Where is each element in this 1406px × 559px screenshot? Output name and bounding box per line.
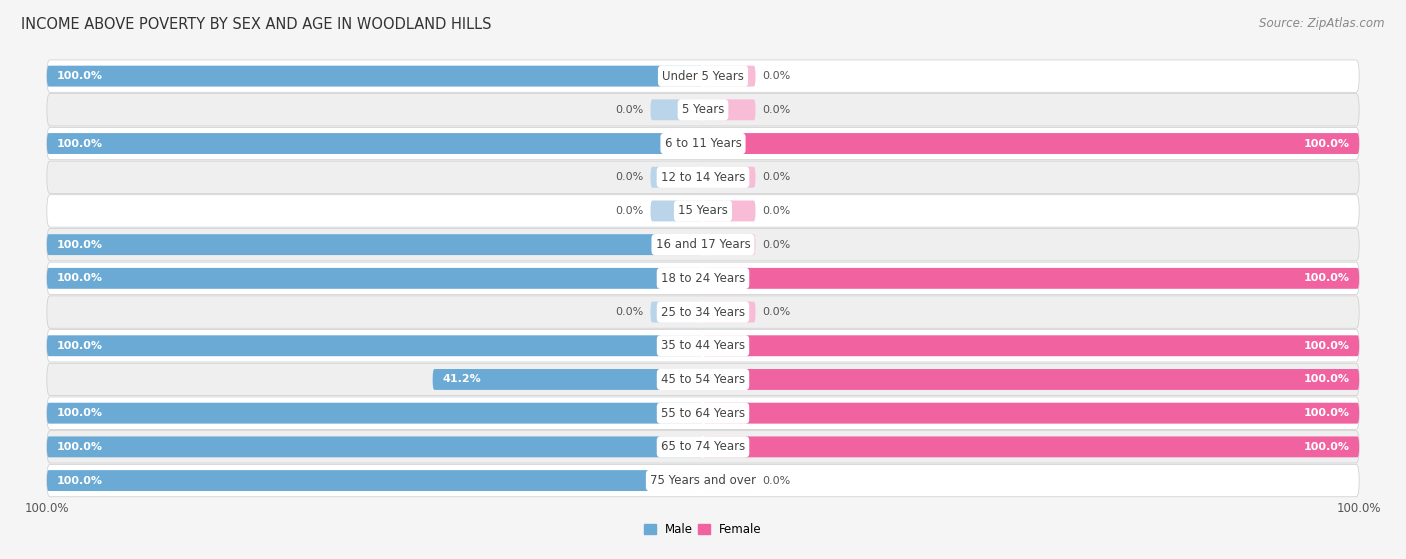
Text: 100.0%: 100.0% bbox=[56, 408, 103, 418]
Text: 100.0%: 100.0% bbox=[56, 341, 103, 350]
FancyBboxPatch shape bbox=[703, 201, 755, 221]
FancyBboxPatch shape bbox=[46, 127, 1360, 160]
Text: 15 Years: 15 Years bbox=[678, 205, 728, 217]
FancyBboxPatch shape bbox=[46, 161, 1360, 193]
FancyBboxPatch shape bbox=[46, 268, 703, 289]
Text: 55 to 64 Years: 55 to 64 Years bbox=[661, 406, 745, 420]
Text: 25 to 34 Years: 25 to 34 Years bbox=[661, 306, 745, 319]
Text: Source: ZipAtlas.com: Source: ZipAtlas.com bbox=[1260, 17, 1385, 30]
FancyBboxPatch shape bbox=[651, 167, 703, 188]
Text: 100.0%: 100.0% bbox=[1303, 341, 1350, 350]
FancyBboxPatch shape bbox=[651, 302, 703, 323]
FancyBboxPatch shape bbox=[651, 201, 703, 221]
FancyBboxPatch shape bbox=[46, 335, 703, 356]
Text: 0.0%: 0.0% bbox=[762, 71, 790, 81]
FancyBboxPatch shape bbox=[703, 234, 755, 255]
Text: 100.0%: 100.0% bbox=[1303, 273, 1350, 283]
FancyBboxPatch shape bbox=[703, 335, 1360, 356]
Text: 100.0%: 100.0% bbox=[56, 240, 103, 250]
FancyBboxPatch shape bbox=[651, 100, 703, 120]
Text: 100.0%: 100.0% bbox=[1337, 502, 1381, 515]
Text: 100.0%: 100.0% bbox=[1303, 375, 1350, 385]
FancyBboxPatch shape bbox=[46, 465, 1360, 497]
FancyBboxPatch shape bbox=[46, 397, 1360, 429]
FancyBboxPatch shape bbox=[46, 363, 1360, 396]
FancyBboxPatch shape bbox=[703, 100, 755, 120]
Text: 100.0%: 100.0% bbox=[1303, 442, 1350, 452]
Text: 100.0%: 100.0% bbox=[56, 476, 103, 486]
FancyBboxPatch shape bbox=[46, 65, 703, 87]
FancyBboxPatch shape bbox=[703, 268, 1360, 289]
Text: 16 and 17 Years: 16 and 17 Years bbox=[655, 238, 751, 251]
FancyBboxPatch shape bbox=[703, 437, 1360, 457]
FancyBboxPatch shape bbox=[46, 229, 1360, 261]
Text: 0.0%: 0.0% bbox=[616, 206, 644, 216]
Text: 100.0%: 100.0% bbox=[56, 139, 103, 149]
FancyBboxPatch shape bbox=[46, 402, 703, 424]
Text: 65 to 74 Years: 65 to 74 Years bbox=[661, 440, 745, 453]
Text: 12 to 14 Years: 12 to 14 Years bbox=[661, 170, 745, 184]
Legend: Male, Female: Male, Female bbox=[640, 518, 766, 541]
Text: INCOME ABOVE POVERTY BY SEX AND AGE IN WOODLAND HILLS: INCOME ABOVE POVERTY BY SEX AND AGE IN W… bbox=[21, 17, 492, 32]
Text: 6 to 11 Years: 6 to 11 Years bbox=[665, 137, 741, 150]
Text: 0.0%: 0.0% bbox=[762, 206, 790, 216]
FancyBboxPatch shape bbox=[46, 430, 1360, 463]
Text: 41.2%: 41.2% bbox=[443, 375, 481, 385]
Text: 0.0%: 0.0% bbox=[616, 172, 644, 182]
FancyBboxPatch shape bbox=[433, 369, 703, 390]
FancyBboxPatch shape bbox=[703, 302, 755, 323]
FancyBboxPatch shape bbox=[46, 470, 703, 491]
Text: 0.0%: 0.0% bbox=[762, 476, 790, 486]
Text: 100.0%: 100.0% bbox=[25, 502, 69, 515]
FancyBboxPatch shape bbox=[46, 262, 1360, 295]
FancyBboxPatch shape bbox=[46, 296, 1360, 328]
FancyBboxPatch shape bbox=[46, 437, 703, 457]
FancyBboxPatch shape bbox=[703, 65, 755, 87]
FancyBboxPatch shape bbox=[46, 330, 1360, 362]
Text: 100.0%: 100.0% bbox=[1303, 408, 1350, 418]
FancyBboxPatch shape bbox=[46, 60, 1360, 92]
Text: 45 to 54 Years: 45 to 54 Years bbox=[661, 373, 745, 386]
Text: 100.0%: 100.0% bbox=[1303, 139, 1350, 149]
Text: 100.0%: 100.0% bbox=[56, 273, 103, 283]
Text: 0.0%: 0.0% bbox=[616, 105, 644, 115]
Text: 0.0%: 0.0% bbox=[762, 307, 790, 317]
Text: 0.0%: 0.0% bbox=[616, 307, 644, 317]
FancyBboxPatch shape bbox=[703, 470, 755, 491]
FancyBboxPatch shape bbox=[703, 167, 755, 188]
Text: 0.0%: 0.0% bbox=[762, 240, 790, 250]
Text: 0.0%: 0.0% bbox=[762, 172, 790, 182]
Text: 5 Years: 5 Years bbox=[682, 103, 724, 116]
Text: 100.0%: 100.0% bbox=[56, 442, 103, 452]
FancyBboxPatch shape bbox=[46, 234, 703, 255]
Text: Under 5 Years: Under 5 Years bbox=[662, 70, 744, 83]
Text: 0.0%: 0.0% bbox=[762, 105, 790, 115]
FancyBboxPatch shape bbox=[703, 402, 1360, 424]
Text: 100.0%: 100.0% bbox=[56, 71, 103, 81]
FancyBboxPatch shape bbox=[46, 133, 703, 154]
FancyBboxPatch shape bbox=[703, 133, 1360, 154]
FancyBboxPatch shape bbox=[703, 369, 1360, 390]
FancyBboxPatch shape bbox=[46, 94, 1360, 126]
Text: 35 to 44 Years: 35 to 44 Years bbox=[661, 339, 745, 352]
Text: 18 to 24 Years: 18 to 24 Years bbox=[661, 272, 745, 285]
FancyBboxPatch shape bbox=[46, 195, 1360, 227]
Text: 75 Years and over: 75 Years and over bbox=[650, 474, 756, 487]
